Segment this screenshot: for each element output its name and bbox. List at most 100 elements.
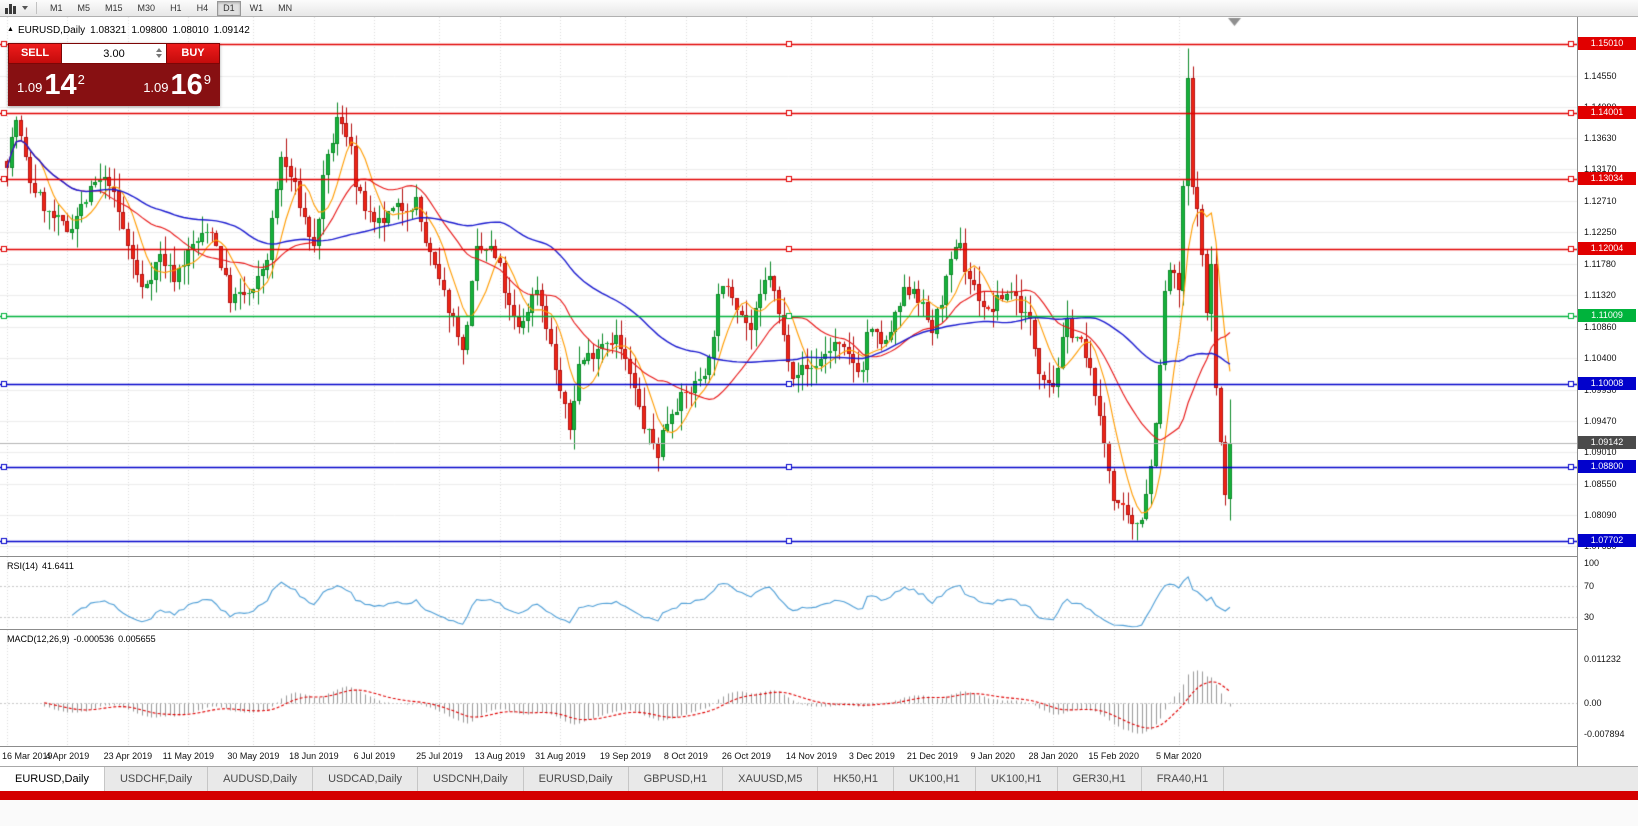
date-axis-label: 5 Mar 2020 (1156, 751, 1202, 761)
price-axis-tick: 1.09930 (1584, 385, 1617, 395)
chart-tab[interactable]: EURUSD,Daily (523, 767, 629, 791)
sell-button[interactable]: SELL (8, 43, 62, 64)
price-axis-tick: 1.09010 (1584, 447, 1617, 457)
low-value: 1.08010 (172, 25, 209, 36)
panel-separator[interactable] (0, 629, 1638, 630)
date-axis-label: 18 Jun 2019 (289, 751, 339, 761)
window-marker-icon: ▲ (7, 26, 14, 33)
price-axis-tick: 1.13630 (1584, 133, 1617, 143)
plot-area: ▲ EURUSD,Daily 1.08321 1.09800 1.08010 1.0914… (0, 17, 1577, 766)
timeframe-button-group: M1 M5 M15 M30 H1 H4 D1 W1 MN (44, 0, 301, 16)
price-axis-tick: 1.10860 (1584, 322, 1617, 332)
rsi-axis-tick: 70 (1584, 581, 1595, 591)
high-value: 1.09800 (131, 25, 168, 36)
chart-tabs-bar: EURUSD,Daily USDCHF,Daily AUDUSD,Daily USDC… (0, 766, 1638, 791)
panel-separator[interactable] (0, 746, 1638, 747)
chart-type-icon[interactable] (5, 3, 19, 14)
price-level-tag: 1.13034 (1578, 172, 1636, 185)
close-value: 1.09142 (213, 25, 250, 36)
date-axis-label: 8 Oct 2019 (663, 751, 708, 761)
rsi-axis-tick: 30 (1584, 612, 1595, 622)
macd-indicator-label: MACD(12,26,9) -0.000536 0.005655 (7, 634, 160, 644)
chart-tab[interactable]: HK50,H1 (818, 767, 894, 791)
date-axis-label: 6 Jul 2019 (353, 751, 396, 761)
chart-tab[interactable]: UK100,H1 (893, 767, 976, 791)
macd-title: MACD(12,26,9) (7, 634, 70, 644)
chart-tab[interactable]: EURUSD,Daily (0, 767, 105, 791)
chart-tab[interactable]: USDCHF,Daily (104, 767, 209, 791)
price-axis-tick: 1.09470 (1584, 416, 1617, 426)
date-axis-label: 13 Aug 2019 (474, 751, 526, 761)
symbol-period-label: EURUSD,Daily (17, 25, 86, 36)
one-click-trade-panel: SELL 3.00 BUY 1.09 14 2 1.09 16 9 (8, 43, 220, 106)
lots-value: 3.00 (103, 47, 125, 60)
price-axis-tick: 1.12710 (1584, 196, 1617, 206)
timeframe-button-M30[interactable]: M30 (137, 2, 156, 13)
price-axis-tick: 1.13170 (1584, 164, 1617, 174)
timeframe-toolbar: M1 M5 M15 M30 H1 H4 D1 W1 MN (0, 0, 1638, 17)
buy-button[interactable]: BUY (166, 43, 220, 64)
date-axis-label: 14 Nov 2019 (785, 751, 837, 761)
date-axis-label: 3 Dec 2019 (848, 751, 895, 761)
ask-pipette: 9 (203, 71, 211, 87)
rsi-panel-canvas[interactable] (0, 557, 1577, 629)
timeframe-button-MN[interactable]: MN (278, 2, 293, 13)
price-level-tag: 1.11009 (1578, 309, 1636, 322)
date-axis-label: 23 Apr 2019 (103, 751, 153, 761)
price-axis-tick: 1.11320 (1584, 290, 1616, 300)
date-axis-label: 31 Aug 2019 (535, 751, 586, 761)
price-level-tag: 1.07702 (1578, 534, 1636, 547)
chart-tab[interactable]: GER30,H1 (1057, 767, 1142, 791)
chart-ohlc-header: ▲ EURUSD,Daily 1.08321 1.09800 1.08010 1.0914… (7, 25, 250, 36)
date-axis-label: 30 May 2019 (227, 751, 280, 761)
date-axis-label: 25 Jul 2019 (416, 751, 463, 761)
price-level-tag: 1.08800 (1578, 460, 1636, 473)
chart-tab[interactable]: AUDUSD,Daily (208, 767, 314, 791)
macd-axis-tick: 0.00 (1584, 698, 1602, 708)
ask-quote[interactable]: 1.09 16 9 (143, 68, 211, 101)
price-axis-tick: 1.12250 (1584, 227, 1617, 237)
date-axis-label: 19 Sep 2019 (599, 751, 651, 761)
bid-quote[interactable]: 1.09 14 2 (17, 68, 85, 101)
date-axis-label: 9 Jan 2020 (970, 751, 1016, 761)
lots-spinner-icon[interactable] (156, 48, 162, 58)
chart-tab[interactable]: USDCNH,Daily (418, 767, 524, 791)
timeframe-button-W1[interactable]: W1 (249, 2, 264, 13)
chart-tab[interactable]: GBPUSD,H1 (628, 767, 724, 791)
price-level-tag: 1.15010 (1578, 37, 1636, 50)
timeframe-button-H4[interactable]: H4 (196, 2, 209, 13)
rsi-indicator-label: RSI(14) 41.6411 (7, 561, 78, 571)
timeframe-button-M1[interactable]: M1 (50, 2, 63, 13)
current-price-tag: 1.09142 (1578, 436, 1636, 449)
rsi-value: 41.6411 (42, 561, 74, 571)
price-chart-canvas[interactable] (0, 17, 1577, 556)
chart-tab[interactable]: FRA40,H1 (1141, 767, 1225, 791)
price-axis-tick: 1.10400 (1584, 353, 1617, 363)
chart-tab[interactable]: USDCAD,Daily (313, 767, 419, 791)
timeframe-button-D1[interactable]: D1 (217, 0, 241, 16)
date-axis-label: 15 Feb 2020 (1088, 751, 1139, 761)
chart-window: ▲ EURUSD,Daily 1.08321 1.09800 1.08010 1.0914… (0, 17, 1638, 766)
lots-input[interactable]: 3.00 (62, 43, 166, 64)
chart-type-dropdown-icon[interactable] (22, 6, 28, 10)
bottom-red-strip (0, 791, 1638, 800)
date-axis-label: 21 Dec 2019 (906, 751, 958, 761)
price-level-tag: 1.10008 (1578, 377, 1636, 390)
date-axis-label: 16 Mar 2019 (2, 751, 53, 761)
ask-prefix: 1.09 (143, 79, 169, 95)
rsi-title: RSI(14) (7, 561, 39, 571)
rsi-axis-tick: 100 (1584, 558, 1600, 568)
timeframe-button-M5[interactable]: M5 (77, 2, 91, 13)
date-axis[interactable]: 16 Mar 2019 4 Apr 2019 23 Apr 2019 11 May 2… (0, 747, 1577, 766)
timeframe-button-H1[interactable]: H1 (170, 2, 182, 13)
ask-pips: 16 (170, 68, 203, 101)
timeframe-button-M15[interactable]: M15 (105, 2, 123, 13)
chart-tab[interactable]: UK100,H1 (975, 767, 1058, 791)
macd-panel-canvas[interactable] (0, 630, 1577, 746)
date-axis-label: 11 May 2019 (162, 751, 215, 761)
chart-tab[interactable]: XAUUSD,M5 (723, 767, 819, 791)
price-axis[interactable]: 1.145501.140901.136301.131701.127101.122… (1577, 17, 1638, 766)
panel-separator[interactable] (0, 556, 1638, 557)
bid-pips: 14 (44, 68, 77, 101)
